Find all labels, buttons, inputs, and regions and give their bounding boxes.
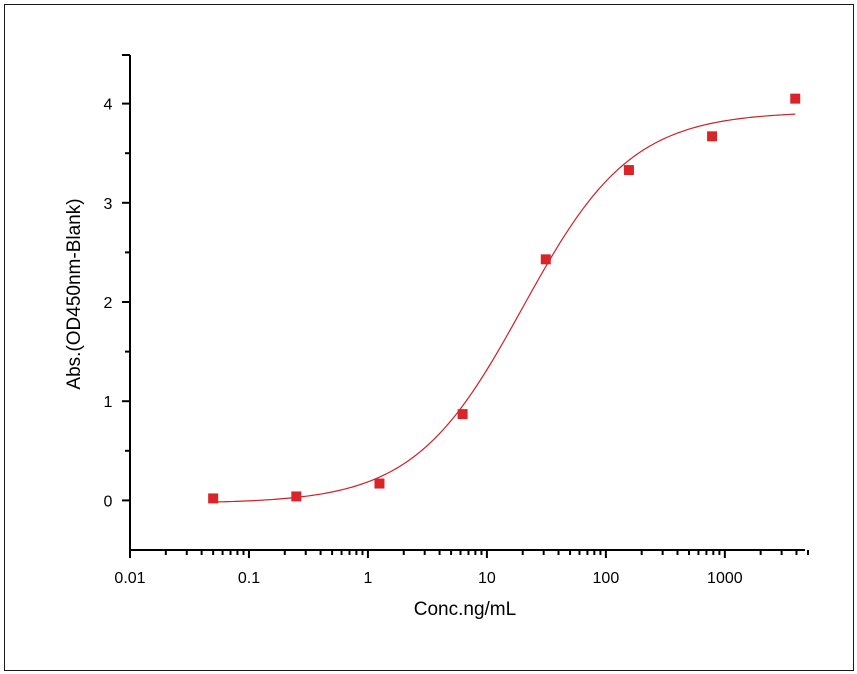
data-point — [208, 493, 219, 504]
data-point — [623, 165, 634, 176]
y-tick-label: 1 — [104, 394, 113, 411]
axes: 0.01 0.1 1 10 100 1000 0 1 2 3 4 — [104, 54, 809, 587]
data-point — [374, 478, 385, 489]
y-axis-ticks: 0 1 2 3 4 — [104, 97, 130, 510]
x-tick-label: 1 — [363, 570, 372, 587]
data-point — [790, 93, 801, 104]
x-axis-ticks: 0.01 0.1 1 10 100 1000 — [114, 550, 809, 587]
chart-frame — [4, 4, 854, 671]
x-tick-label: 100 — [593, 570, 620, 587]
data-point — [540, 254, 551, 265]
x-tick-label: 10 — [478, 570, 496, 587]
data-point — [457, 409, 468, 420]
x-tick-label: 0.1 — [238, 570, 260, 587]
y-axis-title: Abs.(OD450nm-Blank) — [64, 198, 85, 389]
y-tick-label: 2 — [104, 295, 113, 312]
y-tick-label: 0 — [104, 493, 113, 510]
y-tick-label: 4 — [104, 97, 113, 114]
y-tick-label: 3 — [104, 196, 113, 213]
data-point — [291, 491, 302, 502]
data-markers — [208, 93, 801, 504]
fit-curve — [213, 113, 796, 503]
x-axis-title: Conc.ng/mL — [414, 599, 516, 620]
x-tick-label: 0.01 — [114, 570, 145, 587]
data-point — [707, 131, 718, 142]
x-tick-label: 1000 — [707, 570, 743, 587]
